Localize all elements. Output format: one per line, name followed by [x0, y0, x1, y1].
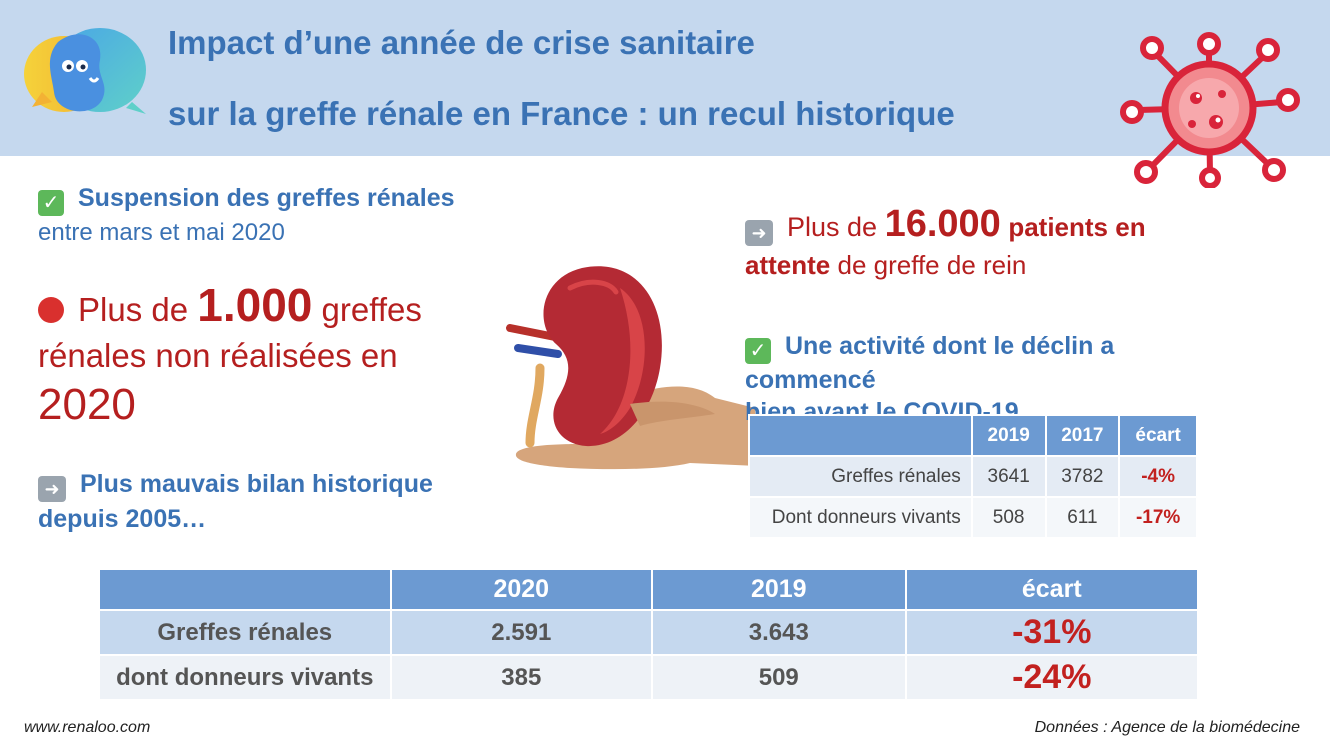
header-empty-cell: [98, 568, 392, 611]
footer-source: Données : Agence de la biomédecine: [1034, 719, 1300, 736]
table-row: Greffes rénales 2.591 3.643 -31%: [98, 609, 1200, 656]
row-gap: -31%: [904, 609, 1200, 656]
patients-bold-2: attente: [745, 250, 831, 280]
right-arrow-icon: ➜: [38, 476, 66, 502]
row-gap: -24%: [904, 654, 1200, 701]
row-label: Greffes rénales: [748, 455, 973, 498]
header-gap: écart: [904, 568, 1200, 611]
bilan-line-1: ➜ Plus mauvais bilan historique: [38, 467, 508, 502]
row-value-a: 3641: [970, 455, 1047, 498]
bilan-text-1: Plus mauvais bilan historique: [80, 470, 433, 498]
row-label: dont donneurs vivants: [98, 654, 392, 701]
non-realised-grafts-block: Plus de 1.000 greffes rénales non réalis…: [38, 282, 478, 431]
mille-number: 1.000: [197, 279, 313, 331]
suspension-heading: ✓ Suspension des greffes rénales: [38, 184, 538, 216]
row-value-b: 509: [651, 654, 907, 701]
check-box-icon: ✓: [38, 190, 64, 216]
row-value-a: 385: [389, 654, 654, 701]
patients-prefix: Plus de: [787, 212, 878, 242]
header-banner: Impact d’une année de crise sanitaire su…: [0, 0, 1330, 156]
declin-text-1: Une activité dont le déclin a commencé: [745, 332, 1115, 394]
patients-number: 16.000: [884, 203, 1001, 245]
suspension-subtext: entre mars et mai 2020: [38, 219, 285, 246]
non-realised-year: 2020: [38, 380, 136, 429]
row-value-a: 508: [970, 496, 1047, 539]
table-row: dont donneurs vivants 385 509 -24%: [98, 654, 1200, 701]
waiting-line-1: ➜ Plus de 16.000 patients en: [745, 203, 1225, 248]
title-line-2: sur la greffe rénale en France : un recu…: [168, 95, 955, 132]
waiting-line-2: attente de greffe de rein: [745, 248, 1225, 282]
virus-icon: [1120, 32, 1300, 188]
row-value-b: 3.643: [651, 609, 907, 656]
row-gap: -17%: [1118, 496, 1198, 539]
patients-bold-1: patients en: [1008, 212, 1146, 242]
header-year-a: 2019: [970, 414, 1047, 457]
header-year-a: 2020: [389, 568, 654, 611]
suspension-bold-text: Suspension des greffes rénales: [78, 184, 455, 212]
table-header-row: 2019 2017 écart: [748, 414, 1198, 457]
check-box-icon: ✓: [745, 338, 771, 364]
table-row: Greffes rénales 3641 3782 -4%: [748, 455, 1198, 498]
table-header-row: 2020 2019 écart: [98, 568, 1200, 611]
row-label: Greffes rénales: [98, 609, 392, 656]
row-gap: -4%: [1118, 455, 1198, 498]
comparison-table-2020-2019: 2020 2019 écart Greffes rénales 2.591 3.…: [98, 568, 1200, 701]
kidney-in-hand-icon: [506, 266, 758, 470]
header-empty-cell: [748, 414, 973, 457]
footer-website: www.renaloo.com: [24, 719, 151, 736]
header-year-b: 2017: [1044, 414, 1121, 457]
non-realised-line-2: rénales non réalisées en: [38, 337, 398, 374]
row-label: Dont donneurs vivants: [748, 496, 973, 539]
mille-suffix: greffes: [321, 291, 422, 328]
row-value-a: 2.591: [389, 609, 654, 656]
non-realised-line-1: Plus de 1.000 greffes: [38, 282, 478, 333]
row-value-b: 3782: [1044, 455, 1121, 498]
suspension-block: ✓ Suspension des greffes rénales entre ma…: [38, 184, 538, 250]
bilan-block: ➜ Plus mauvais bilan historique depuis 20…: [38, 467, 508, 536]
waiting-patients-block: ➜ Plus de 16.000 patients en attente de g…: [745, 203, 1225, 282]
declin-block: ✓ Une activité dont le déclin a commencé …: [745, 330, 1245, 428]
comparison-table-2019-2017: 2019 2017 écart Greffes rénales 3641 378…: [748, 414, 1198, 539]
header-year-b: 2019: [651, 568, 907, 611]
mille-prefix: Plus de: [78, 291, 189, 328]
red-circle-icon: [38, 297, 64, 323]
right-arrow-icon: ➜: [745, 220, 773, 246]
patients-rest: de greffe de rein: [837, 250, 1027, 280]
declin-line-1: ✓ Une activité dont le déclin a commencé: [745, 330, 1245, 396]
row-value-b: 611: [1044, 496, 1121, 539]
bilan-line-2: depuis 2005…: [38, 505, 207, 533]
renaloo-logo-icon: [24, 28, 146, 114]
title-line-1: Impact d’une année de crise sanitaire: [168, 24, 755, 61]
table-row: Dont donneurs vivants 508 611 -17%: [748, 496, 1198, 539]
header-gap: écart: [1118, 414, 1198, 457]
